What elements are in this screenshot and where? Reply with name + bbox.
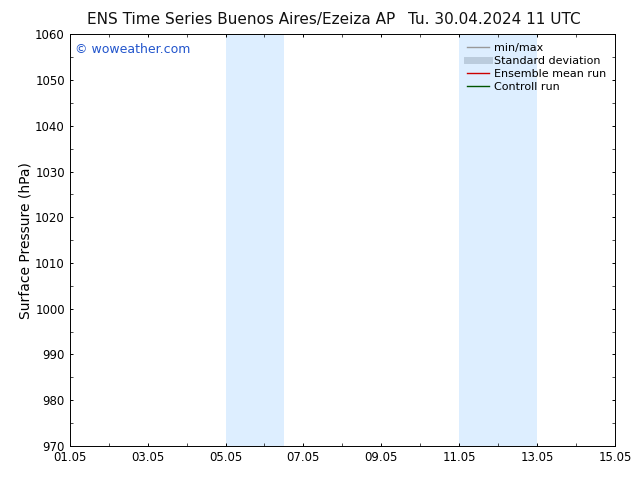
Y-axis label: Surface Pressure (hPa): Surface Pressure (hPa) <box>18 162 32 318</box>
Bar <box>226 34 284 446</box>
Text: ENS Time Series Buenos Aires/Ezeiza AP: ENS Time Series Buenos Aires/Ezeiza AP <box>87 12 395 27</box>
Text: Tu. 30.04.2024 11 UTC: Tu. 30.04.2024 11 UTC <box>408 12 581 27</box>
Legend: min/max, Standard deviation, Ensemble mean run, Controll run: min/max, Standard deviation, Ensemble me… <box>464 40 609 95</box>
Text: © woweather.com: © woweather.com <box>75 43 191 55</box>
Bar <box>459 34 537 446</box>
